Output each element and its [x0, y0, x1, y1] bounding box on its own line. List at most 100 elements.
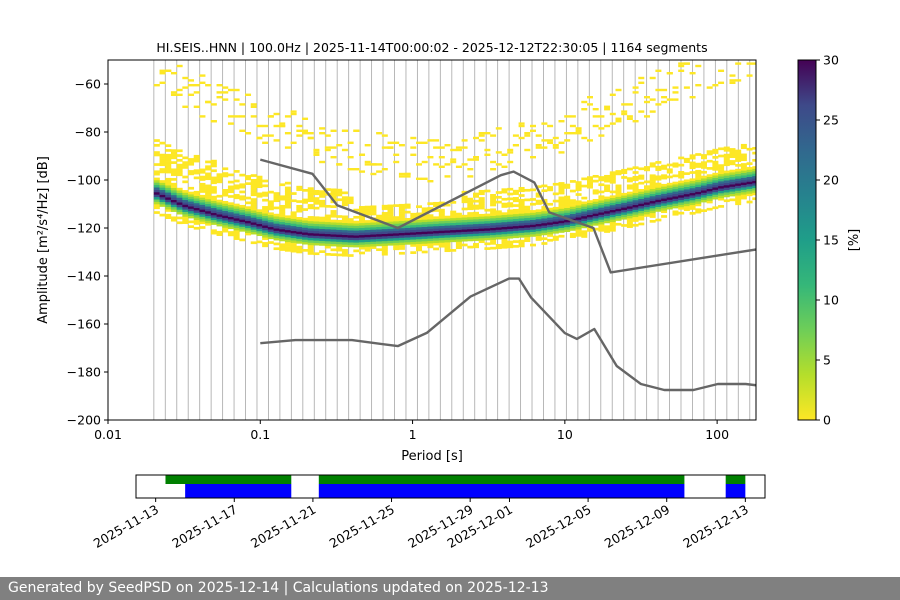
density-cell: [296, 207, 303, 211]
density-cell: [678, 185, 685, 189]
density-cell: [729, 181, 736, 185]
density-cell: [256, 124, 263, 128]
density-cell: [233, 234, 240, 238]
density-cell: [216, 173, 223, 176]
density-cell: [632, 183, 639, 186]
density-cell: [210, 212, 217, 216]
density-cell: [632, 192, 639, 196]
density-cell: [495, 219, 502, 223]
density-cell: [387, 230, 394, 234]
density-cell: [735, 156, 742, 160]
density-cell: [324, 228, 331, 232]
density-cell: [381, 228, 388, 232]
density-cell: [735, 200, 742, 203]
density-cell: [524, 217, 531, 221]
density-cell: [404, 237, 411, 240]
density-cell: [284, 132, 291, 135]
density-cell: [188, 196, 195, 200]
density-cell: [284, 244, 291, 247]
density-cell: [188, 186, 195, 190]
density-cell: [683, 205, 690, 209]
density-cell: [398, 172, 405, 176]
density-cell: [478, 132, 485, 135]
density-cell: [592, 203, 599, 207]
density-cell: [564, 183, 571, 187]
density-cell: [341, 222, 348, 226]
density-cell: [649, 207, 656, 211]
density-cell: [188, 203, 195, 207]
density-cell: [490, 194, 497, 197]
density-cell: [416, 241, 423, 245]
density-cell: [604, 225, 611, 229]
density-cell: [552, 209, 559, 213]
density-cell: [740, 170, 747, 174]
density-cell: [222, 174, 229, 178]
density-cell: [467, 219, 474, 223]
density-cell: [176, 173, 183, 177]
density-cell: [353, 237, 360, 241]
density-cell: [512, 204, 519, 207]
density-cell: [723, 163, 730, 167]
density-cell: [632, 219, 639, 222]
density-cell: [438, 216, 445, 219]
density-cell: [661, 88, 668, 92]
density-cell: [581, 206, 588, 210]
density-cell: [621, 207, 628, 211]
density-cell: [604, 174, 611, 178]
density-cell: [649, 191, 656, 194]
density-cell: [535, 216, 542, 220]
density-cell: [518, 124, 525, 128]
density-cell: [250, 202, 257, 206]
noise-model-high-line: [259, 158, 756, 274]
density-cell: [547, 234, 554, 237]
density-cell: [307, 192, 314, 195]
density-cell: [592, 108, 599, 111]
density-cell: [176, 154, 183, 157]
density-cell: [216, 84, 223, 87]
density-cell: [666, 192, 673, 196]
density-cell: [524, 215, 531, 219]
density-cell: [205, 100, 212, 104]
density-cell: [655, 177, 662, 181]
density-cell: [632, 204, 639, 208]
density-cell: [387, 240, 394, 244]
density-cell: [461, 200, 468, 204]
density-cell: [170, 194, 177, 198]
density-cell: [569, 223, 576, 226]
density-cell: [222, 91, 229, 94]
density-cell: [598, 216, 605, 220]
density-cell: [296, 233, 303, 237]
density-cell: [529, 243, 536, 247]
density-cell: [364, 244, 371, 247]
density-cell: [159, 189, 166, 193]
density-cell: [433, 201, 440, 205]
density-cell: [165, 213, 172, 217]
density-cell: [609, 195, 616, 199]
density-cell: [398, 244, 405, 248]
density-cell: [273, 242, 280, 246]
density-cell: [558, 206, 565, 209]
density-cell: [473, 207, 480, 210]
density-cell: [165, 165, 172, 169]
density-cell: [752, 170, 756, 174]
density-cell: [370, 229, 377, 233]
density-cell: [512, 192, 519, 195]
density-cell: [615, 170, 622, 173]
density-cell: [507, 226, 514, 229]
density-cell: [279, 245, 286, 249]
density-cell: [621, 112, 628, 116]
density-cell: [347, 232, 354, 236]
density-cell: [541, 206, 548, 209]
noise-model-low-line: [260, 277, 756, 392]
density-cell: [262, 230, 269, 233]
density-cell: [416, 236, 423, 240]
density-cell: [319, 228, 326, 232]
density-cell: [615, 210, 622, 214]
density-cell: [621, 202, 628, 206]
density-cell: [643, 115, 650, 118]
density-cell: [604, 201, 611, 205]
density-cell: [666, 194, 673, 198]
density-cell: [222, 189, 229, 192]
density-cell: [672, 191, 679, 194]
density-cell: [564, 205, 571, 208]
